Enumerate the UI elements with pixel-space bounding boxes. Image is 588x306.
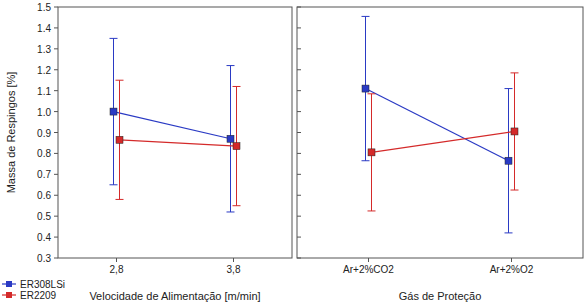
error-cap <box>110 184 118 185</box>
y-tick-label: 0.4 <box>37 232 51 243</box>
x-tick <box>511 258 512 262</box>
y-tick <box>297 174 301 175</box>
panel: 0.3 0.4 0.5 0.6 0.7 0.8 0.9 1.0 1.1 1.2 1.3 1.4 1.5 2… <box>5 2 292 302</box>
error-cap <box>505 88 513 89</box>
error-cap <box>505 232 513 233</box>
error-bar <box>505 89 513 233</box>
error-cap <box>368 93 376 94</box>
error-cap <box>511 190 519 191</box>
y-tick <box>297 7 301 8</box>
error-cap <box>362 16 370 17</box>
x-tick <box>116 258 117 262</box>
error-cap <box>110 38 118 39</box>
error-cap <box>227 65 235 66</box>
legend: ER308LSiER2209 <box>2 279 65 301</box>
panel: Ar+2%CO2 Ar+2%O2 Gás de Proteção <box>297 7 583 302</box>
y-tick <box>297 48 301 49</box>
point <box>110 108 117 115</box>
y-tick <box>54 195 58 196</box>
x-tick-label: 3,8 <box>227 264 241 275</box>
y-tick-label: 0.9 <box>37 128 51 139</box>
y-axis-label: Massa de Respingos [%] <box>5 72 17 194</box>
x-tick-label: Ar+2%O2 <box>490 264 534 275</box>
error-bar <box>511 73 519 190</box>
error-bar <box>116 80 124 199</box>
plot-frame <box>297 7 583 258</box>
y-tick-label: 0.5 <box>37 211 51 222</box>
y-tick <box>297 90 301 91</box>
error-cap <box>233 86 241 87</box>
error-cap <box>233 205 241 206</box>
x-tick <box>368 258 369 262</box>
y-tick <box>54 69 58 70</box>
x-axis-label: Gás de Proteção <box>399 290 482 302</box>
error-cap <box>368 210 376 211</box>
y-tick <box>54 7 58 8</box>
point <box>233 143 240 150</box>
y-tick <box>297 27 301 28</box>
y-tick <box>297 132 301 133</box>
y-tick <box>297 195 301 196</box>
legend-label: ER308LSi <box>20 279 65 290</box>
y-tick <box>54 237 58 238</box>
point <box>368 149 375 156</box>
marks <box>110 38 241 212</box>
error-cap <box>116 199 124 200</box>
error-bar <box>227 66 235 212</box>
y-tick <box>54 174 58 175</box>
error-cap <box>116 80 124 81</box>
y-tick <box>54 216 58 217</box>
y-tick-label: 1.0 <box>37 107 51 118</box>
y-tick <box>297 237 301 238</box>
y-tick-label: 1.1 <box>37 86 51 97</box>
point <box>116 136 123 143</box>
point <box>511 128 518 135</box>
legend-marker <box>6 292 12 298</box>
error-bar <box>110 38 118 184</box>
x-tick-label: 2,8 <box>110 264 124 275</box>
y-tick <box>297 69 301 70</box>
error-bar <box>368 94 376 211</box>
y-tick <box>54 27 58 28</box>
x-tick-label: Ar+2%CO2 <box>343 264 394 275</box>
y-tick <box>54 132 58 133</box>
y-tick <box>297 153 301 154</box>
y-tick <box>54 90 58 91</box>
plot-frame <box>58 7 292 258</box>
y-tick-label: 1.4 <box>37 23 51 34</box>
y-tick <box>297 216 301 217</box>
y-tick <box>54 153 58 154</box>
error-bar <box>233 86 241 205</box>
y-tick <box>297 258 301 259</box>
y-tick-label: 0.7 <box>37 169 51 180</box>
y-tick <box>54 111 58 112</box>
marks <box>362 16 519 232</box>
series-line <box>372 131 515 152</box>
series-line <box>120 140 237 146</box>
point <box>227 135 234 142</box>
y-tick <box>54 258 58 259</box>
point <box>362 85 369 92</box>
legend-marker <box>6 281 12 287</box>
y-tick-label: 0.8 <box>37 148 51 159</box>
y-tick <box>297 111 301 112</box>
y-tick-label: 1.3 <box>37 44 51 55</box>
error-cap <box>362 160 370 161</box>
y-tick-label: 1.2 <box>37 65 51 76</box>
y-tick-label: 1.5 <box>37 2 51 13</box>
legend-label: ER2209 <box>20 290 57 301</box>
point <box>505 157 512 164</box>
y-tick <box>54 48 58 49</box>
error-cap <box>227 211 235 212</box>
error-bar <box>362 16 370 160</box>
y-tick-label: 0.6 <box>37 190 51 201</box>
error-cap <box>511 72 519 73</box>
chart-canvas: 0.3 0.4 0.5 0.6 0.7 0.8 0.9 1.0 1.1 1.2 1.3 1.4 1.5 2… <box>0 0 588 306</box>
x-tick <box>233 258 234 262</box>
series-line <box>114 112 231 139</box>
y-tick-label: 0.3 <box>37 253 51 264</box>
x-axis-label: Velocidade de Alimentação [m/min] <box>89 290 260 302</box>
